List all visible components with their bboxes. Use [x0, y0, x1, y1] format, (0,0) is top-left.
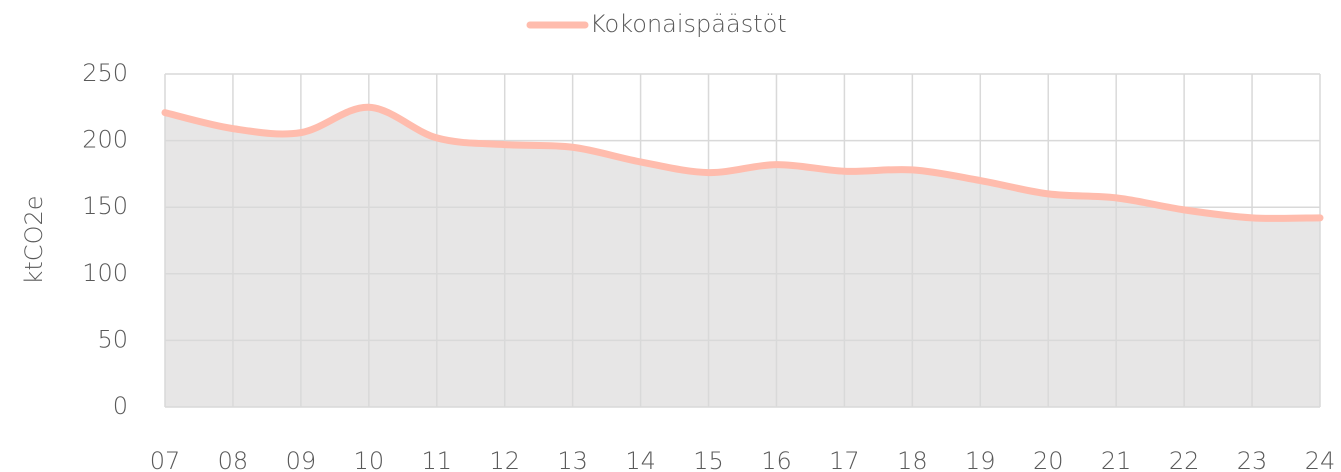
y-tick-label: 200 [82, 126, 128, 154]
x-tick-label: 14 [625, 447, 656, 472]
x-tick-label: 10 [354, 447, 385, 472]
legend-label: Kokonaispäästöt [590, 10, 787, 38]
x-tick-label: 15 [693, 447, 724, 472]
y-tick-label: 250 [82, 59, 128, 87]
y-axis-label: ktCO2e [20, 196, 48, 285]
line [161, 103, 1324, 222]
x-tick-label: 19 [965, 447, 996, 472]
x-tick-label: 22 [1169, 447, 1200, 472]
x-tick-label: 08 [218, 447, 249, 472]
x-tick-label: 20 [1033, 447, 1064, 472]
x-tick-label: 11 [421, 447, 452, 472]
x-tick-label: 24 [1305, 447, 1336, 472]
y-tick-label: 100 [82, 259, 128, 287]
x-tick-label: 09 [286, 447, 317, 472]
x-tick-label: 23 [1237, 447, 1268, 472]
x-tick-label: 18 [897, 447, 928, 472]
x-tick-label: 12 [489, 447, 520, 472]
area [165, 107, 1320, 407]
x-tick-label: 17 [829, 447, 860, 472]
y-tick-label: 150 [82, 192, 128, 220]
x-tick-label: 07 [150, 447, 181, 472]
x-tick-label: 21 [1101, 447, 1132, 472]
y-tick-label: 0 [113, 392, 128, 420]
x-tick-label: 13 [557, 447, 588, 472]
x-tick-label: 16 [761, 447, 792, 472]
y-tick-label: 50 [97, 325, 128, 353]
